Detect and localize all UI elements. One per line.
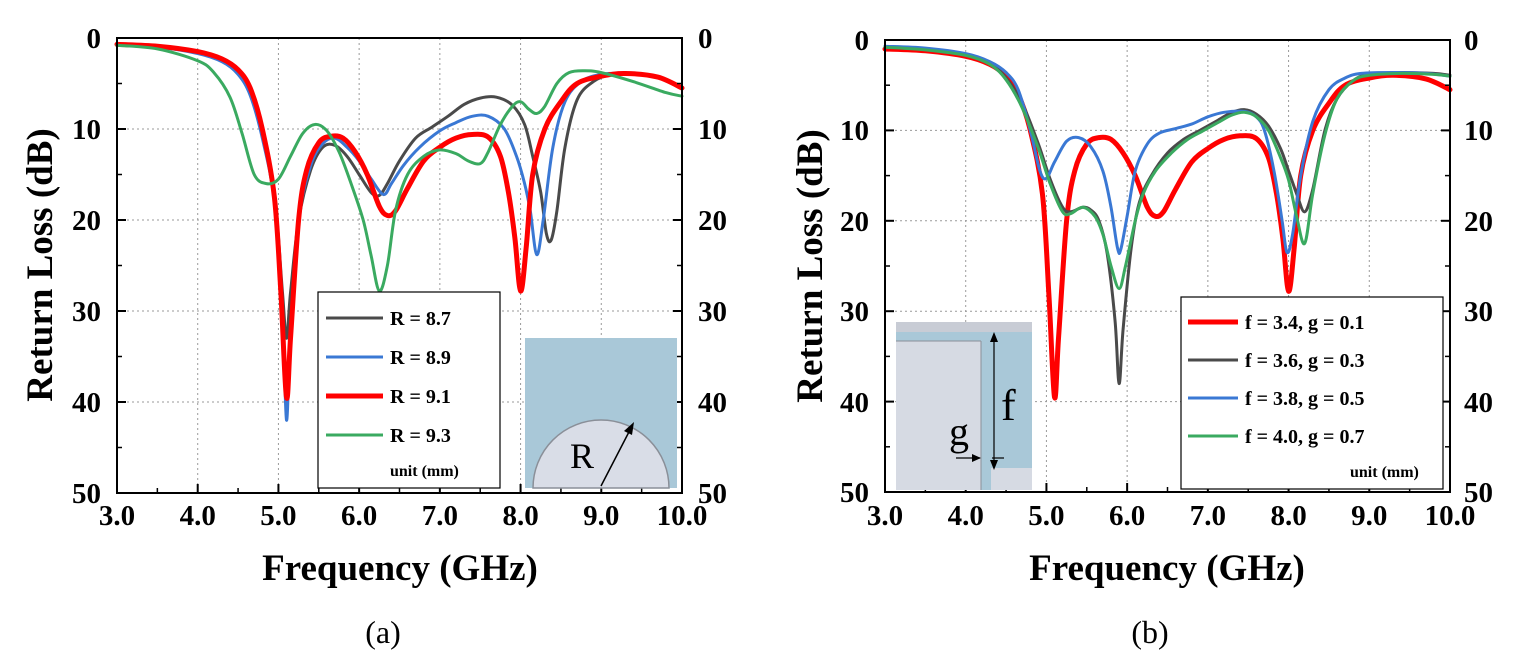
legend-box-b — [1180, 296, 1444, 490]
panel-b: 3.0 4.0 5.0 6.0 7.0 8.0 9.0 10.0 0 10 20… — [790, 25, 1493, 650]
y-tick-label-right: 0 — [698, 23, 713, 55]
inset-label-g: g — [949, 409, 969, 454]
legend-label: R = 9.1 — [390, 386, 451, 408]
y-tick-label: 40 — [72, 387, 101, 419]
series-line-r-9-1 — [114, 41, 685, 401]
inset-right-edge-b — [981, 468, 991, 490]
inset-top-strip-b — [896, 322, 1032, 332]
inset-f-arrowhead-top — [990, 332, 998, 342]
legend-label: R = 8.9 — [390, 347, 451, 369]
legend-label: f = 3.6, g = 0.3 — [1245, 350, 1364, 372]
x-tick-label: 9.0 — [583, 500, 619, 532]
series-line-f-4-0-g-0-7 — [883, 45, 1452, 291]
y-tick-label: 40 — [840, 387, 869, 419]
y-tick-label-right: 50 — [1464, 477, 1493, 509]
inset-label-f: f — [1001, 381, 1016, 430]
x-tick-labels-b: 3.0 4.0 5.0 6.0 7.0 8.0 9.0 10.0 — [867, 500, 1476, 532]
series-group-b — [882, 44, 1453, 401]
panel-label-b: (b) — [1131, 614, 1168, 650]
y-tick-label-right: 50 — [698, 478, 727, 510]
legend-label: f = 3.8, g = 0.5 — [1245, 388, 1364, 410]
y-tick-label-right: 10 — [1464, 115, 1493, 147]
inset-diagram-a: R — [525, 338, 677, 489]
legend-b: f = 3.4, g = 0.1 f = 3.6, g = 0.3 f = 3.… — [1180, 296, 1444, 490]
y-axis-title-a: Return Loss (dB) — [20, 128, 61, 401]
y-tick-labels-right-b: 0 10 20 30 40 50 — [1464, 25, 1493, 509]
x-tick-label: 4.0 — [948, 500, 984, 532]
legend-box-a — [317, 291, 501, 489]
y-tick-label: 20 — [72, 205, 101, 237]
x-tick-label: 10.0 — [657, 500, 708, 532]
inset-semicircle-a — [532, 419, 670, 489]
panel-label-a: (a) — [365, 614, 401, 650]
y-tick-label-right: 40 — [1464, 387, 1493, 419]
y-tick-label: 0 — [87, 23, 102, 55]
x-tick-label: 10.0 — [1425, 500, 1476, 532]
x-tick-label: 9.0 — [1351, 500, 1387, 532]
inset-f-arrowhead-bottom — [990, 460, 998, 470]
inset-label-r: R — [570, 436, 594, 476]
y-tick-labels-right-a: 0 10 20 30 40 50 — [698, 23, 727, 510]
y-tick-label: 10 — [840, 115, 869, 147]
series-group-a — [114, 41, 685, 422]
inset-right-band-b — [981, 332, 1032, 468]
y-tick-label-right: 0 — [1464, 25, 1479, 57]
inset-arrowhead-a — [624, 422, 634, 435]
series-line-f-3-8-g-0-5 — [883, 44, 1452, 255]
y-tick-label-right: 30 — [698, 296, 727, 328]
inset-radius-arrow-a — [600, 427, 632, 487]
y-tick-label-right: 30 — [1464, 296, 1493, 328]
y-tick-labels-left-b: 0 10 20 30 40 50 — [840, 25, 869, 509]
y-tick-label-right: 40 — [698, 387, 727, 419]
y-tick-label: 50 — [840, 477, 869, 509]
legend-label: f = 4.0, g = 0.7 — [1245, 426, 1364, 448]
y-tick-label: 30 — [72, 296, 101, 328]
inset-diagram-b: f g — [896, 322, 1032, 490]
x-tick-label: 6.0 — [1109, 500, 1145, 532]
y-tick-label: 10 — [72, 114, 101, 146]
legend-a: R = 8.7 R = 8.9 R = 9.1 R = 9.3 unit (mm… — [317, 291, 501, 489]
y-tick-label-right: 20 — [698, 205, 727, 237]
x-axis-title-a: Frequency (GHz) — [262, 548, 538, 589]
x-tick-label: 5.0 — [260, 500, 296, 532]
x-tick-label: 4.0 — [180, 500, 216, 532]
legend-label: f = 3.4, g = 0.1 — [1245, 312, 1364, 334]
x-tick-labels-a: 3.0 4.0 5.0 6.0 7.0 8.0 9.0 10.0 — [99, 500, 708, 532]
inset-top-band-b — [896, 332, 1032, 341]
ticks-b — [884, 39, 1451, 493]
x-tick-label: 6.0 — [341, 500, 377, 532]
series-line-r-9-3 — [115, 43, 684, 293]
x-tick-label: 3.0 — [867, 500, 903, 532]
x-tick-label: 7.0 — [1190, 500, 1226, 532]
x-axis-title-b: Frequency (GHz) — [1029, 548, 1305, 589]
x-tick-label: 8.0 — [502, 500, 538, 532]
ticks-a — [116, 37, 683, 494]
y-tick-label: 50 — [72, 478, 101, 510]
y-tick-label: 30 — [840, 296, 869, 328]
panel-a: 3.0 4.0 5.0 6.0 7.0 8.0 9.0 10.0 0 10 20… — [20, 23, 727, 650]
y-tick-label-right: 10 — [698, 114, 727, 146]
legend-label: R = 8.7 — [390, 308, 451, 330]
y-tick-label: 0 — [855, 25, 870, 57]
y-tick-labels-left-a: 0 10 20 30 40 50 — [72, 23, 101, 510]
x-tick-label: 7.0 — [422, 500, 458, 532]
inset-g-arrowhead — [972, 454, 981, 462]
legend-unit-note: unit (mm) — [1350, 464, 1419, 481]
y-tick-label: 20 — [840, 206, 869, 238]
x-tick-label: 3.0 — [99, 500, 135, 532]
legend-unit-note: unit (mm) — [390, 463, 459, 480]
x-tick-label: 8.0 — [1270, 500, 1306, 532]
y-axis-title-b: Return Loss (dB) — [790, 129, 831, 402]
y-tick-label-right: 20 — [1464, 206, 1493, 238]
legend-label: R = 9.3 — [390, 425, 451, 447]
x-tick-label: 5.0 — [1028, 500, 1064, 532]
